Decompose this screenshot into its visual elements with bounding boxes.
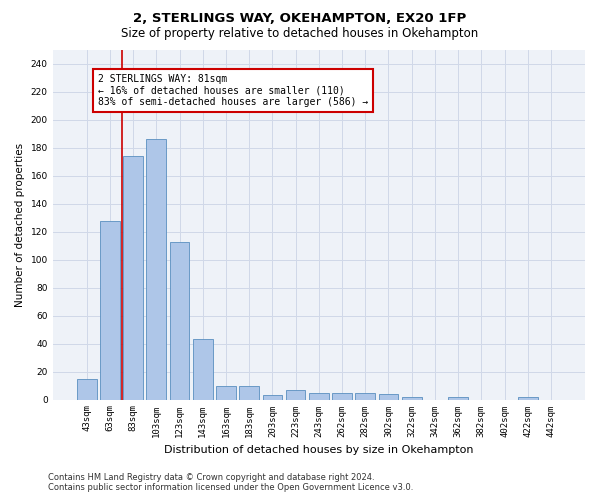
Y-axis label: Number of detached properties: Number of detached properties bbox=[15, 142, 25, 307]
Bar bbox=[146, 140, 166, 400]
Text: 2, STERLINGS WAY, OKEHAMPTON, EX20 1FP: 2, STERLINGS WAY, OKEHAMPTON, EX20 1FP bbox=[133, 12, 467, 26]
Bar bbox=[193, 340, 212, 400]
Bar bbox=[402, 397, 422, 400]
Bar bbox=[332, 392, 352, 400]
Bar bbox=[448, 397, 468, 400]
Bar bbox=[263, 396, 282, 400]
Text: 2 STERLINGS WAY: 81sqm
← 16% of detached houses are smaller (110)
83% of semi-de: 2 STERLINGS WAY: 81sqm ← 16% of detached… bbox=[98, 74, 368, 107]
Bar bbox=[379, 394, 398, 400]
Bar bbox=[239, 386, 259, 400]
Bar bbox=[77, 378, 97, 400]
Bar bbox=[100, 220, 120, 400]
Bar bbox=[170, 242, 190, 400]
Bar bbox=[355, 392, 375, 400]
Bar bbox=[123, 156, 143, 400]
X-axis label: Distribution of detached houses by size in Okehampton: Distribution of detached houses by size … bbox=[164, 445, 473, 455]
Bar bbox=[216, 386, 236, 400]
Bar bbox=[286, 390, 305, 400]
Bar bbox=[518, 397, 538, 400]
Bar bbox=[309, 392, 329, 400]
Text: Size of property relative to detached houses in Okehampton: Size of property relative to detached ho… bbox=[121, 28, 479, 40]
Text: Contains HM Land Registry data © Crown copyright and database right 2024.
Contai: Contains HM Land Registry data © Crown c… bbox=[48, 473, 413, 492]
